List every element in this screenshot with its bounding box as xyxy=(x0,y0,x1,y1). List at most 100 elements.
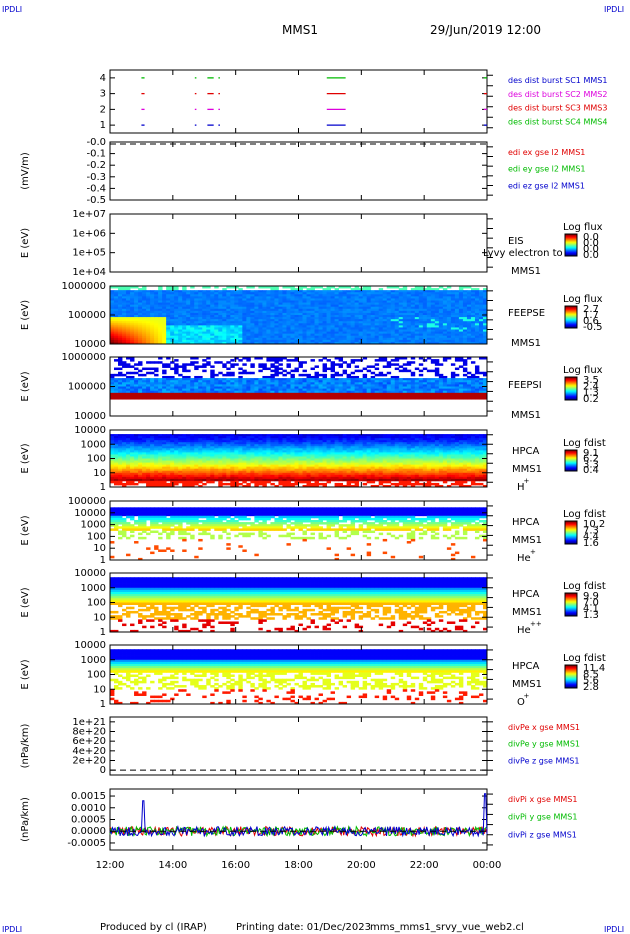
heatmap-cell xyxy=(422,386,428,390)
heatmap-cell xyxy=(430,339,436,343)
heatmap-cell xyxy=(210,304,215,308)
heatmap-cell xyxy=(222,392,227,396)
heatmap-cell xyxy=(354,333,360,337)
heatmap-cell xyxy=(130,337,135,341)
heatmap-cell xyxy=(214,306,219,310)
heatmap-cell xyxy=(354,335,360,339)
heatmap-cell xyxy=(166,397,171,400)
heatmap-cell xyxy=(314,339,319,343)
heatmap-cell xyxy=(438,298,444,301)
heatmap-cell xyxy=(194,476,199,480)
heatmap-cell xyxy=(122,472,127,476)
heatmap-cell xyxy=(438,375,444,379)
heatmap-cell xyxy=(178,333,183,337)
heatmap-cell xyxy=(370,331,376,335)
heatmap-cell xyxy=(146,440,151,443)
heatmap-cell xyxy=(422,317,428,320)
heatmap-cell xyxy=(342,397,348,400)
heatmap-cell xyxy=(458,357,464,360)
heatmap-cell xyxy=(162,315,167,318)
heatmap-cell xyxy=(270,304,275,308)
heatmap-cell xyxy=(362,306,368,310)
heatmap-cell xyxy=(386,365,392,368)
heatmap-cell xyxy=(338,327,344,330)
heatmap-cell xyxy=(238,298,243,301)
heatmap-cell xyxy=(462,335,468,339)
heatmap-cell xyxy=(262,337,267,341)
heatmap-cell xyxy=(110,464,115,468)
heatmap-cell xyxy=(394,380,400,383)
heatmap-cell xyxy=(418,317,424,320)
heatmap-cell xyxy=(334,321,340,324)
heatmap-cell xyxy=(442,394,448,398)
heatmap-cell xyxy=(402,300,408,303)
heatmap-cell xyxy=(210,456,215,459)
heatmap-cell xyxy=(226,474,231,478)
heatmap-cell xyxy=(422,296,428,299)
heatmap-cell xyxy=(242,317,247,320)
heatmap-cell xyxy=(470,288,476,291)
heatmap-cell xyxy=(478,357,484,360)
heatmap-cell xyxy=(138,440,143,443)
heatmap-cell xyxy=(258,319,263,322)
heatmap-cell xyxy=(114,321,119,324)
heatmap-cell xyxy=(142,480,147,484)
heatmap-cell xyxy=(238,371,243,375)
heatmap-cell xyxy=(114,302,119,306)
heatmap-cell xyxy=(130,339,135,343)
heatmap-cell xyxy=(290,292,295,295)
heatmap-cell xyxy=(194,452,199,455)
heatmap-cell xyxy=(162,468,167,472)
heatmap-cell xyxy=(450,337,456,341)
heatmap-cell xyxy=(406,369,412,373)
heatmap-cell xyxy=(450,308,456,312)
heatmap-cell xyxy=(270,375,275,379)
heatmap-cell xyxy=(390,321,396,324)
heatmap-cell xyxy=(258,317,263,320)
heatmap-cell xyxy=(366,304,372,308)
heatmap-cell xyxy=(126,296,131,299)
heatmap-cell xyxy=(270,296,275,299)
colorbar-cell xyxy=(565,245,577,247)
heatmap-cell xyxy=(466,394,472,398)
heatmap-cell xyxy=(122,436,127,439)
heatmap-cell xyxy=(334,390,340,394)
heatmap-cell xyxy=(194,300,199,303)
heatmap-cell xyxy=(434,361,440,364)
heatmap-cell xyxy=(234,448,239,451)
legend-entry: des dist burst SC3 MMS3 xyxy=(508,104,607,113)
heatmap-cell xyxy=(290,329,295,332)
heatmap-cell xyxy=(190,462,195,466)
heatmap-cell xyxy=(258,388,263,392)
heatmap-cell xyxy=(122,286,127,289)
heatmap-cell xyxy=(342,308,348,312)
heatmap-cell xyxy=(218,310,223,314)
heatmap-cell xyxy=(406,363,412,366)
heatmap-cell xyxy=(262,298,267,301)
heatmap-cell xyxy=(246,315,251,318)
heatmap-cell xyxy=(154,339,159,343)
instrument-label: EIS xyxy=(508,236,524,247)
heatmap-cell xyxy=(390,392,396,396)
heatmap-cell xyxy=(242,466,247,470)
heatmap-cell xyxy=(358,388,364,392)
heatmap-cell xyxy=(182,310,187,314)
heatmap-cell xyxy=(230,382,235,385)
heatmap-cell xyxy=(150,484,155,488)
heatmap-cell xyxy=(110,315,115,318)
heatmap-cell xyxy=(342,386,348,390)
heatmap-cell xyxy=(446,384,452,387)
heatmap-cell xyxy=(290,386,295,390)
heatmap-cell xyxy=(430,312,436,316)
heatmap-cell xyxy=(262,386,267,390)
heatmap-cell xyxy=(162,339,167,343)
heatmap-cell xyxy=(146,371,151,375)
heatmap-cell xyxy=(282,390,287,394)
heatmap-cell xyxy=(266,367,271,371)
heatmap-cell xyxy=(462,337,468,341)
heatmap-cell xyxy=(194,327,199,330)
heatmap-cell xyxy=(162,292,167,295)
heatmap-cell xyxy=(126,434,131,437)
heatmap-cell xyxy=(330,388,335,392)
heatmap-cell xyxy=(126,482,131,486)
